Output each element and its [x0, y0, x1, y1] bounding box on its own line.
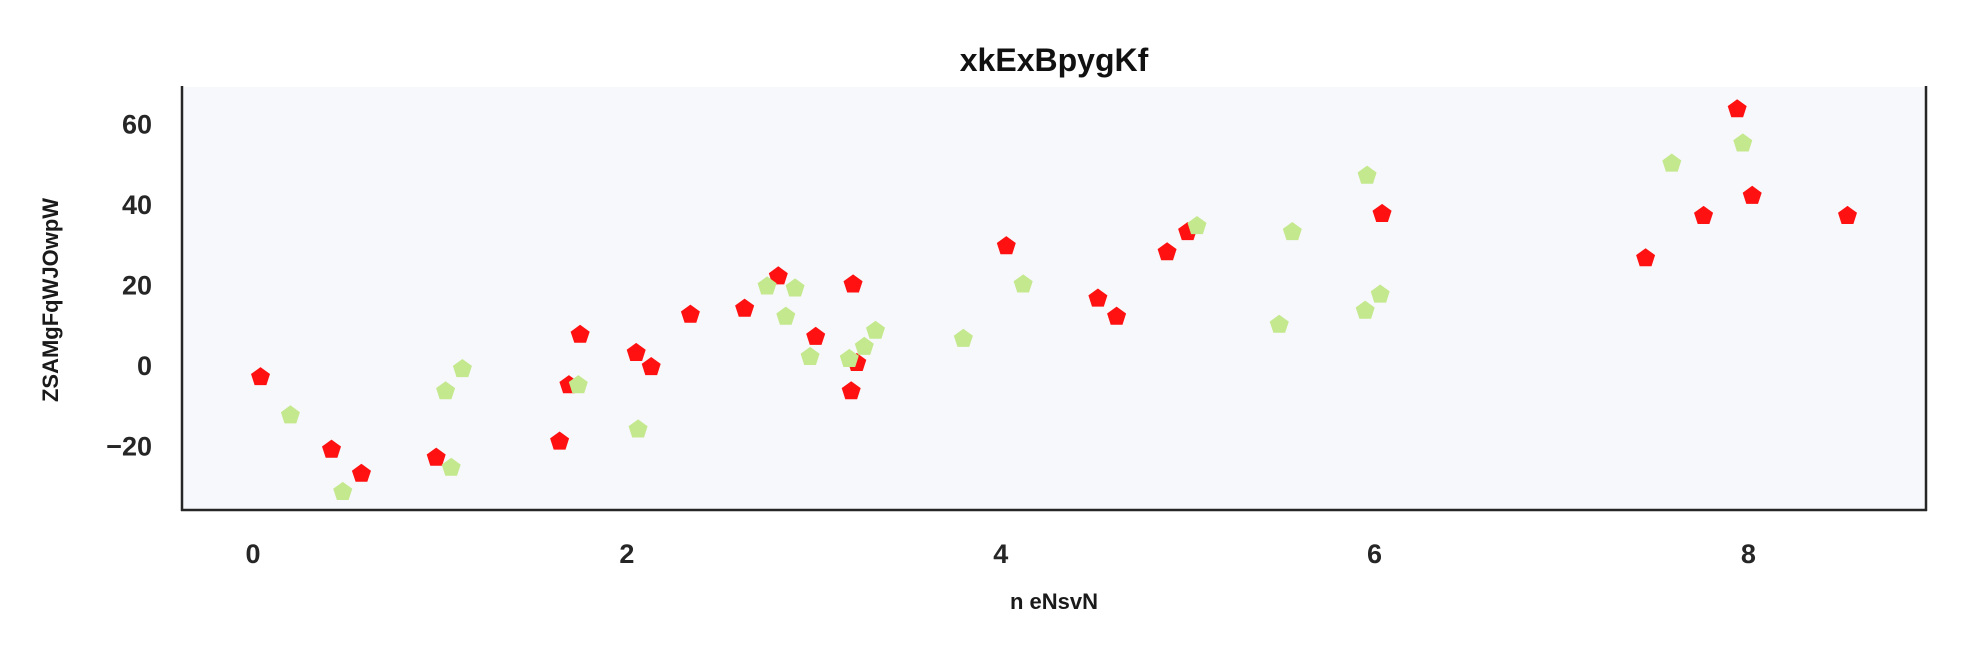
- data-point: [806, 326, 826, 345]
- data-point: [436, 381, 456, 400]
- data-point: [680, 304, 700, 323]
- x-axis-label: n eNsvN: [1010, 589, 1098, 614]
- data-point: [1088, 288, 1108, 307]
- data-point: [735, 298, 755, 317]
- data-point: [1370, 284, 1390, 303]
- data-point: [1282, 222, 1302, 241]
- x-tick-label: 4: [993, 539, 1008, 569]
- chart-title: xkExBpygKf: [960, 42, 1149, 78]
- data-point: [1372, 203, 1392, 222]
- data-point: [757, 276, 777, 295]
- x-tick-label: 2: [619, 539, 634, 569]
- data-point: [568, 375, 588, 394]
- data-point: [550, 431, 570, 450]
- y-tick-label: 40: [122, 190, 152, 220]
- data-point: [641, 357, 661, 376]
- data-point: [628, 419, 648, 438]
- x-tick-label: 6: [1367, 539, 1382, 569]
- data-point: [800, 346, 820, 365]
- data-point: [768, 266, 788, 285]
- plot-area: [182, 87, 1926, 510]
- y-axis-label: ZSAMgFqWJOwpW: [38, 198, 63, 402]
- data-point: [1733, 133, 1753, 152]
- data-point: [953, 328, 973, 347]
- data-point: [351, 463, 371, 482]
- data-point: [866, 320, 885, 339]
- data-point: [280, 405, 300, 424]
- y-tick-label: −20: [106, 432, 152, 462]
- x-tick-label: 8: [1741, 539, 1756, 569]
- data-point: [1107, 306, 1127, 325]
- data-point: [441, 457, 461, 476]
- data-point: [1269, 314, 1289, 333]
- data-point: [1742, 185, 1762, 204]
- data-point: [1694, 205, 1714, 224]
- data-point: [570, 324, 590, 343]
- data-point: [776, 306, 796, 325]
- y-tick-label: 60: [122, 109, 152, 139]
- data-point: [1636, 248, 1656, 267]
- series-1: [251, 99, 1857, 482]
- data-point: [426, 447, 446, 466]
- data-point: [1357, 165, 1377, 184]
- data-point: [996, 236, 1016, 255]
- x-axis-ticks: 0 2 4 6 8: [246, 539, 1756, 569]
- data-point: [839, 348, 859, 367]
- data-point: [251, 367, 270, 386]
- data-point: [626, 342, 646, 361]
- data-point: [1838, 205, 1857, 224]
- data-point: [785, 278, 805, 297]
- data-point: [854, 336, 874, 355]
- y-tick-label: 0: [137, 351, 152, 381]
- data-point: [333, 481, 353, 500]
- x-tick-label: 0: [246, 539, 261, 569]
- y-tick-label: 20: [122, 270, 152, 300]
- data-point: [1727, 99, 1747, 118]
- data-point: [1157, 242, 1177, 261]
- y-axis-ticks: −20 0 20 40 60: [106, 109, 152, 461]
- data-point: [843, 274, 863, 293]
- data-point: [1355, 300, 1375, 319]
- data-point: [841, 381, 861, 400]
- data-point: [1187, 216, 1207, 235]
- data-points: [251, 99, 1857, 500]
- data-point: [452, 359, 472, 378]
- series-2: [280, 133, 1753, 500]
- data-point: [1013, 274, 1033, 293]
- data-point: [1662, 153, 1682, 172]
- data-point: [322, 439, 341, 458]
